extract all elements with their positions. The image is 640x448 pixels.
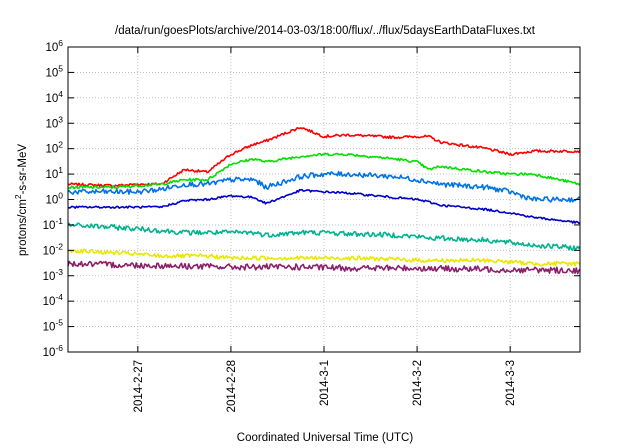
x-tick-label: 2014-3-1 bbox=[319, 360, 331, 406]
x-tick-label: 2014-3-2 bbox=[412, 360, 424, 406]
y-tick-label-exp: -3 bbox=[55, 267, 63, 277]
series-line-5 bbox=[67, 222, 581, 251]
y-tick-label-exp: 5 bbox=[58, 63, 63, 73]
y-tick-label-base: 10 bbox=[43, 296, 56, 308]
y-tick-label-base: 10 bbox=[45, 42, 58, 54]
y-tick-label-exp: -6 bbox=[55, 343, 63, 353]
y-tick-label-exp: 4 bbox=[58, 89, 63, 99]
y-tick-label-base: 10 bbox=[43, 322, 56, 334]
x-tick-label: 2014-2-28 bbox=[226, 360, 238, 412]
y-tick-label: 10-1 bbox=[43, 216, 64, 232]
x-tick-label: 2014-2-27 bbox=[133, 360, 145, 412]
y-axis-label-sup: 2 bbox=[13, 194, 23, 199]
y-tick-label-base: 10 bbox=[45, 118, 58, 130]
y-tick-label-base: 10 bbox=[43, 347, 56, 359]
x-tick-label: 2014-3-3 bbox=[505, 360, 517, 406]
y-tick-label-base: 10 bbox=[45, 144, 58, 156]
x-axis-label: Coordinated Universal Time (UTC) bbox=[237, 432, 414, 444]
series-line-1 bbox=[67, 127, 581, 188]
y-axis-label-prefix: protons/cm bbox=[17, 199, 29, 256]
y-axis-label: protons/cm2-s-sr-MeV bbox=[13, 144, 29, 256]
y-tick-label: 10-3 bbox=[43, 267, 64, 283]
y-tick-label-exp: 1 bbox=[58, 165, 63, 175]
y-tick-label-exp: 0 bbox=[58, 191, 63, 201]
svg-text:protons/cm2-s-sr-MeV: protons/cm2-s-sr-MeV bbox=[13, 144, 29, 256]
y-tick-label: 10-2 bbox=[43, 241, 64, 257]
y-tick-label-exp: -1 bbox=[55, 216, 63, 226]
chart-title: /data/run/goesPlots/archive/2014-03-03/1… bbox=[115, 25, 536, 37]
y-tick-label-exp: -2 bbox=[55, 241, 63, 251]
y-tick-label: 100 bbox=[45, 191, 63, 207]
y-tick-label-exp: -4 bbox=[55, 292, 63, 302]
y-tick-label: 106 bbox=[45, 38, 63, 54]
axis-ticks: 10-610-510-410-310-210-11001011021031041… bbox=[43, 38, 580, 412]
y-tick-label-exp: 3 bbox=[58, 114, 63, 124]
series-line-4 bbox=[67, 188, 581, 224]
series-layer bbox=[67, 127, 581, 275]
y-tick-label-base: 10 bbox=[43, 245, 56, 257]
y-tick-label-base: 10 bbox=[45, 93, 58, 105]
series-line-3 bbox=[67, 170, 581, 203]
series-line-6 bbox=[67, 248, 581, 267]
y-tick-label: 104 bbox=[45, 89, 63, 105]
y-axis-label-suffix: -s-sr-MeV bbox=[17, 144, 29, 195]
y-tick-label-base: 10 bbox=[45, 195, 58, 207]
y-tick-label-base: 10 bbox=[43, 271, 56, 283]
grid-lines bbox=[68, 47, 580, 352]
y-tick-label: 101 bbox=[45, 165, 63, 181]
y-tick-label-exp: -5 bbox=[55, 318, 63, 328]
y-tick-label-base: 10 bbox=[45, 169, 58, 181]
y-tick-label: 10-4 bbox=[43, 292, 64, 308]
y-tick-label-exp: 6 bbox=[58, 38, 63, 48]
y-tick-label: 105 bbox=[45, 63, 63, 79]
series-line-7 bbox=[67, 260, 581, 275]
series-line-2 bbox=[67, 152, 581, 190]
y-tick-label: 103 bbox=[45, 114, 63, 130]
y-tick-label: 102 bbox=[45, 140, 63, 156]
y-tick-label: 10-6 bbox=[43, 343, 64, 359]
y-tick-label: 10-5 bbox=[43, 318, 64, 334]
y-tick-label-base: 10 bbox=[43, 220, 56, 232]
y-tick-label-base: 10 bbox=[45, 67, 58, 79]
y-tick-label-exp: 2 bbox=[58, 140, 63, 150]
